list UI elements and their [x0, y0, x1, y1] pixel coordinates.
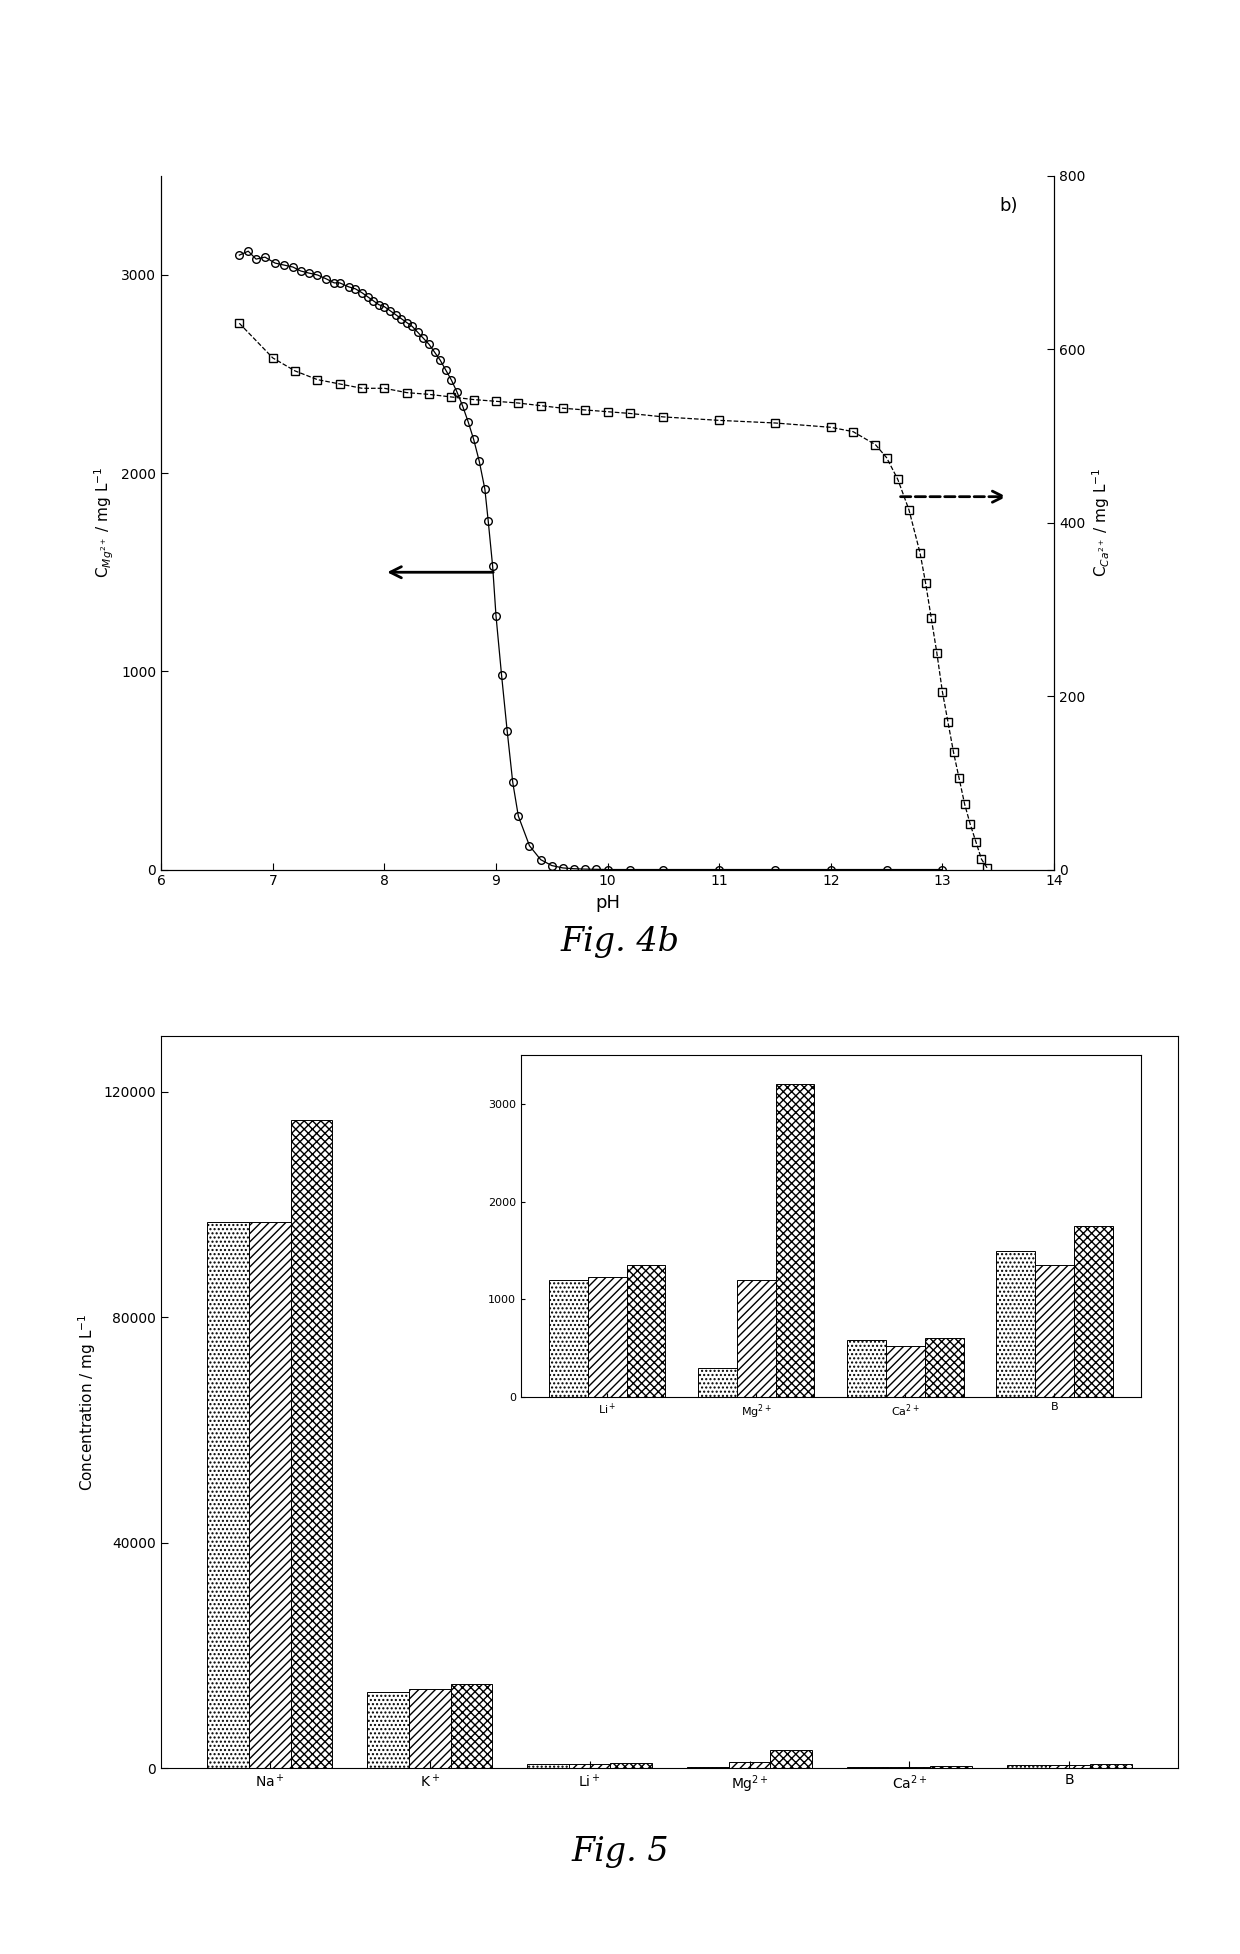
Bar [367, 1692, 409, 1768]
Bar [588, 1278, 626, 1397]
Bar [885, 1346, 925, 1397]
Bar [698, 1368, 737, 1397]
Bar [249, 1221, 290, 1768]
Bar [549, 1280, 588, 1397]
Bar [770, 1751, 812, 1768]
Y-axis label: C$_{Mg^{2+}}$ / mg L$^{-1}$: C$_{Mg^{2+}}$ / mg L$^{-1}$ [92, 467, 115, 578]
Bar [996, 1251, 1035, 1397]
Bar [1007, 1764, 1049, 1768]
Bar [1074, 1227, 1112, 1397]
Bar [1049, 1764, 1090, 1768]
Y-axis label: Concentration / mg L$^{-1}$: Concentration / mg L$^{-1}$ [77, 1313, 98, 1491]
Y-axis label: C$_{Ca^{2+}}$ / mg L$^{-1}$: C$_{Ca^{2+}}$ / mg L$^{-1}$ [1091, 467, 1112, 578]
Bar [207, 1221, 249, 1768]
Bar [450, 1684, 492, 1768]
Bar [409, 1690, 450, 1768]
Bar [290, 1120, 332, 1768]
Bar [1090, 1764, 1132, 1768]
Bar [737, 1280, 776, 1397]
Bar [626, 1266, 666, 1397]
Bar [776, 1084, 815, 1397]
Text: Fig. 4b: Fig. 4b [560, 926, 680, 957]
Text: b): b) [999, 197, 1018, 215]
Bar [925, 1338, 963, 1397]
Bar [729, 1763, 770, 1768]
Bar [1035, 1266, 1074, 1397]
Bar [610, 1763, 652, 1768]
Bar [847, 1340, 885, 1397]
Bar [569, 1764, 610, 1768]
Text: Fig. 5: Fig. 5 [572, 1837, 668, 1868]
Bar [930, 1766, 972, 1768]
X-axis label: pH: pH [595, 893, 620, 913]
Bar [527, 1764, 569, 1768]
